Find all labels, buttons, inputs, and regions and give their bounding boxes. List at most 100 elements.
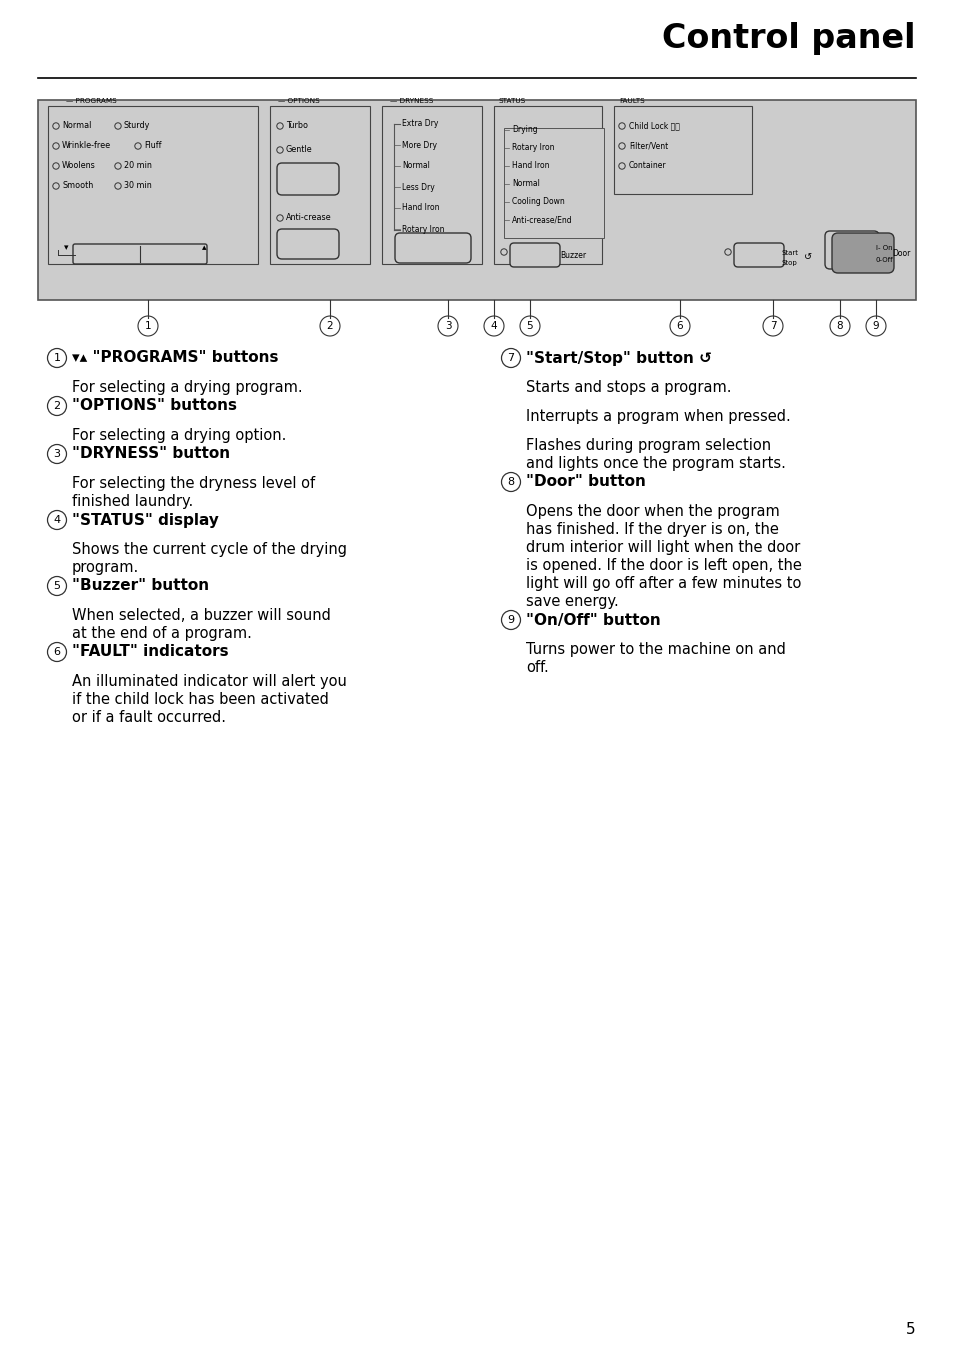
FancyBboxPatch shape bbox=[831, 233, 893, 273]
Text: light will go off after a few minutes to: light will go off after a few minutes to bbox=[525, 576, 801, 591]
Text: Extra Dry: Extra Dry bbox=[401, 119, 438, 128]
Circle shape bbox=[48, 511, 67, 530]
Text: ↺: ↺ bbox=[803, 251, 811, 262]
Text: 9: 9 bbox=[507, 615, 514, 625]
Circle shape bbox=[276, 147, 283, 153]
FancyBboxPatch shape bbox=[38, 100, 915, 300]
Text: ▴: ▴ bbox=[201, 243, 206, 253]
FancyBboxPatch shape bbox=[503, 128, 603, 238]
Text: ▾▴ "PROGRAMS" buttons: ▾▴ "PROGRAMS" buttons bbox=[71, 350, 278, 365]
Text: Rotary Iron: Rotary Iron bbox=[401, 224, 444, 234]
Circle shape bbox=[762, 316, 782, 337]
Text: Container: Container bbox=[628, 161, 666, 170]
Text: Starts and stops a program.: Starts and stops a program. bbox=[525, 380, 731, 395]
Circle shape bbox=[501, 611, 520, 630]
Text: save energy.: save energy. bbox=[525, 594, 618, 608]
Text: "Door" button: "Door" button bbox=[525, 475, 645, 489]
Text: or if a fault occurred.: or if a fault occurred. bbox=[71, 710, 226, 725]
Circle shape bbox=[52, 123, 59, 130]
Text: FAULTS: FAULTS bbox=[618, 97, 644, 104]
Text: For selecting a drying option.: For selecting a drying option. bbox=[71, 429, 286, 443]
Text: For selecting a drying program.: For selecting a drying program. bbox=[71, 380, 302, 395]
FancyBboxPatch shape bbox=[510, 243, 559, 266]
Text: 5: 5 bbox=[526, 320, 533, 331]
Circle shape bbox=[48, 642, 67, 661]
Text: Wrinkle-free: Wrinkle-free bbox=[62, 142, 111, 150]
Text: 7: 7 bbox=[507, 353, 514, 362]
Text: — DRYNESS: — DRYNESS bbox=[390, 97, 433, 104]
Circle shape bbox=[114, 183, 121, 189]
Text: When selected, a buzzer will sound: When selected, a buzzer will sound bbox=[71, 608, 331, 623]
FancyBboxPatch shape bbox=[614, 105, 751, 193]
Text: 6: 6 bbox=[676, 320, 682, 331]
Text: "Start/Stop" button ↺: "Start/Stop" button ↺ bbox=[525, 350, 711, 365]
Text: 6: 6 bbox=[53, 648, 60, 657]
Text: Sturdy: Sturdy bbox=[124, 122, 151, 131]
Text: 30 min: 30 min bbox=[124, 181, 152, 191]
Circle shape bbox=[501, 349, 520, 368]
Text: "OPTIONS" buttons: "OPTIONS" buttons bbox=[71, 399, 236, 414]
Circle shape bbox=[724, 249, 730, 256]
Text: 7: 7 bbox=[769, 320, 776, 331]
FancyBboxPatch shape bbox=[270, 105, 370, 264]
Text: 9: 9 bbox=[872, 320, 879, 331]
Text: Child Lock ⓅⓈ: Child Lock ⓅⓈ bbox=[628, 122, 679, 131]
Text: Flashes during program selection: Flashes during program selection bbox=[525, 438, 770, 453]
Text: Door: Door bbox=[891, 249, 909, 257]
FancyBboxPatch shape bbox=[824, 231, 878, 269]
Text: — PROGRAMS: — PROGRAMS bbox=[66, 97, 116, 104]
Text: Anti-crease/End: Anti-crease/End bbox=[512, 215, 572, 224]
Circle shape bbox=[138, 316, 158, 337]
Text: 3: 3 bbox=[53, 449, 60, 458]
Text: "Buzzer" button: "Buzzer" button bbox=[71, 579, 209, 594]
FancyBboxPatch shape bbox=[73, 243, 207, 264]
Text: Rotary Iron: Rotary Iron bbox=[512, 143, 554, 153]
Text: "DRYNESS" button: "DRYNESS" button bbox=[71, 446, 230, 461]
Circle shape bbox=[48, 576, 67, 595]
Text: Smooth: Smooth bbox=[62, 181, 93, 191]
Text: "STATUS" display: "STATUS" display bbox=[71, 512, 218, 527]
Circle shape bbox=[483, 316, 503, 337]
FancyBboxPatch shape bbox=[381, 105, 481, 264]
Text: program.: program. bbox=[71, 560, 139, 575]
Text: and lights once the program starts.: and lights once the program starts. bbox=[525, 456, 785, 470]
Text: 2: 2 bbox=[326, 320, 333, 331]
Text: 4: 4 bbox=[490, 320, 497, 331]
Text: More Dry: More Dry bbox=[401, 141, 436, 150]
FancyBboxPatch shape bbox=[395, 233, 471, 264]
Text: — OPTIONS: — OPTIONS bbox=[277, 97, 319, 104]
Text: 0-Off: 0-Off bbox=[875, 257, 893, 264]
Text: 4: 4 bbox=[53, 515, 60, 525]
Text: Normal: Normal bbox=[401, 161, 430, 170]
Text: 20 min: 20 min bbox=[124, 161, 152, 170]
Text: "FAULT" indicators: "FAULT" indicators bbox=[71, 645, 229, 660]
FancyBboxPatch shape bbox=[733, 243, 783, 266]
Text: is opened. If the door is left open, the: is opened. If the door is left open, the bbox=[525, 558, 801, 573]
Circle shape bbox=[52, 143, 59, 149]
FancyBboxPatch shape bbox=[48, 105, 257, 264]
Text: finished laundry.: finished laundry. bbox=[71, 493, 193, 508]
Text: Less Dry: Less Dry bbox=[401, 183, 435, 192]
Circle shape bbox=[52, 162, 59, 169]
Text: if the child lock has been activated: if the child lock has been activated bbox=[71, 692, 329, 707]
Text: Buzzer: Buzzer bbox=[559, 250, 585, 260]
Circle shape bbox=[276, 215, 283, 222]
Text: Stop: Stop bbox=[781, 260, 797, 266]
Text: 2: 2 bbox=[53, 402, 60, 411]
Text: has finished. If the dryer is on, the: has finished. If the dryer is on, the bbox=[525, 522, 778, 537]
FancyBboxPatch shape bbox=[276, 164, 338, 195]
Circle shape bbox=[48, 445, 67, 464]
Text: Gentle: Gentle bbox=[286, 146, 313, 154]
Text: 5: 5 bbox=[53, 581, 60, 591]
Text: "On/Off" button: "On/Off" button bbox=[525, 612, 660, 627]
Text: Normal: Normal bbox=[512, 180, 539, 188]
Text: ▾: ▾ bbox=[64, 243, 69, 253]
Text: 5: 5 bbox=[905, 1322, 915, 1337]
Text: Shows the current cycle of the drying: Shows the current cycle of the drying bbox=[71, 542, 347, 557]
Circle shape bbox=[829, 316, 849, 337]
Text: Drying: Drying bbox=[512, 126, 537, 134]
Circle shape bbox=[114, 162, 121, 169]
Circle shape bbox=[618, 123, 624, 130]
Text: Start: Start bbox=[781, 250, 799, 256]
Text: Normal: Normal bbox=[62, 122, 91, 131]
